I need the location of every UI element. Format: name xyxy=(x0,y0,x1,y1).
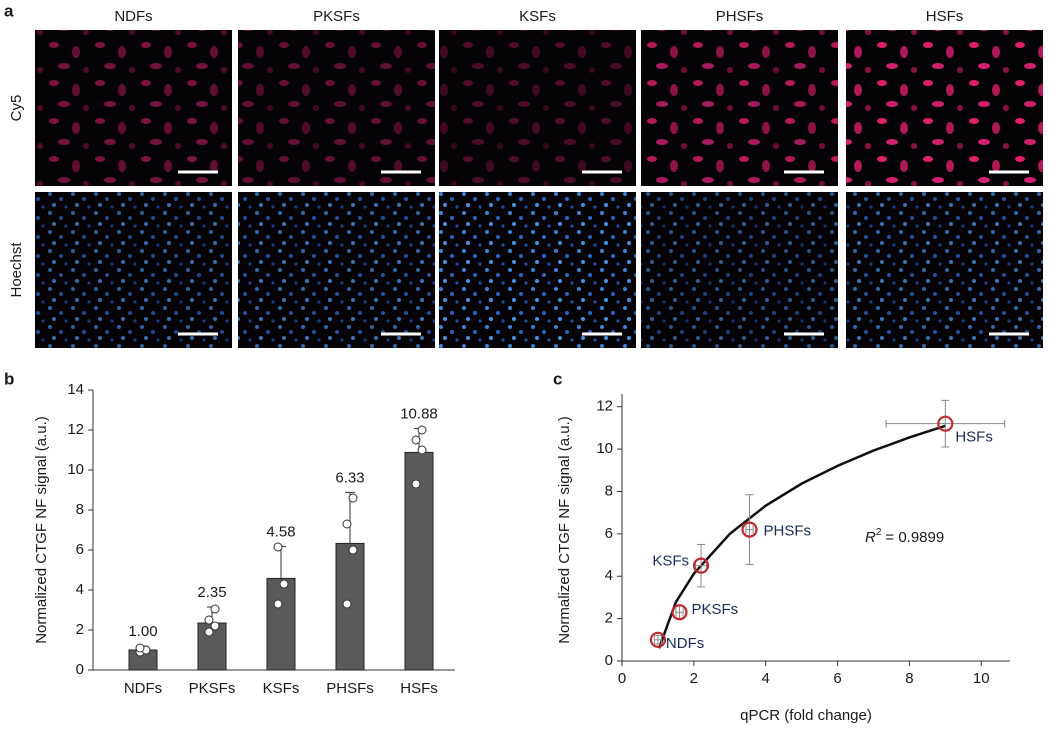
value-label: 6.33 xyxy=(335,469,364,486)
micrograph-texture xyxy=(846,192,1043,348)
x-tick-label: 8 xyxy=(905,670,913,687)
y-tick-label: 8 xyxy=(605,482,613,499)
column-header: PKSFs xyxy=(313,8,360,25)
point-label: NDFs xyxy=(666,635,704,652)
x-tick-label: NDFs xyxy=(124,680,162,697)
value-label: 2.35 xyxy=(197,584,226,601)
x-tick-label: 6 xyxy=(833,670,841,687)
annotation-sup: 2 xyxy=(876,527,882,538)
x-tick-label: KSFs xyxy=(263,680,300,697)
y-tick-label: 12 xyxy=(67,421,84,438)
micrograph-texture xyxy=(846,30,1043,186)
data-point xyxy=(210,621,220,631)
y-tick-label: 2 xyxy=(76,621,84,638)
y-tick-label: 12 xyxy=(596,398,613,415)
point-label: KSFs xyxy=(652,553,689,570)
micrograph-texture xyxy=(238,192,435,348)
column-header: NDFs xyxy=(114,8,152,25)
annotation-r: R xyxy=(865,529,876,546)
annotation: R2 = 0.9899 xyxy=(865,527,944,546)
y-tick-label: 0 xyxy=(76,661,84,678)
micrograph-texture xyxy=(641,30,838,186)
bar xyxy=(404,451,434,671)
annotation-value: = 0.9899 xyxy=(885,529,944,546)
row-label: Cy5 xyxy=(8,95,25,122)
y-tick-label: 2 xyxy=(605,610,613,627)
y-axis-label: Normalized CTGF NF signal (a.u.) xyxy=(33,416,50,644)
y-tick-label: 14 xyxy=(67,381,84,398)
value-label: 10.88 xyxy=(400,405,438,422)
point-label: HSFs xyxy=(955,429,993,446)
x-tick-label: 4 xyxy=(762,670,770,687)
x-tick-label: 10 xyxy=(973,670,990,687)
y-tick-label: 10 xyxy=(596,440,613,457)
data-point xyxy=(692,557,710,574)
x-tick-label: PKSFs xyxy=(189,680,236,697)
y-tick-label: 10 xyxy=(67,461,84,478)
fit-curve xyxy=(657,424,946,649)
value-label: 1.00 xyxy=(128,623,157,640)
data-point xyxy=(273,542,283,552)
micrograph-texture xyxy=(238,30,435,186)
data-point xyxy=(937,415,954,432)
data-point xyxy=(411,479,421,489)
point-label: PHSFs xyxy=(764,523,812,540)
y-tick-label: 4 xyxy=(76,581,84,598)
data-point xyxy=(417,425,427,435)
data-point xyxy=(741,521,758,538)
panel-label: b xyxy=(4,369,14,388)
x-tick-label: HSFs xyxy=(400,680,438,697)
y-tick-label: 0 xyxy=(605,652,613,669)
row-label: Hoechst xyxy=(8,242,25,298)
y-tick-label: 6 xyxy=(605,525,613,542)
panel-label: c xyxy=(553,369,562,388)
data-point xyxy=(342,599,352,609)
micrograph-texture xyxy=(439,192,636,348)
data-point xyxy=(279,579,289,589)
y-tick-label: 8 xyxy=(76,501,84,518)
micrograph-texture xyxy=(641,192,838,348)
bar xyxy=(266,577,296,671)
data-point xyxy=(273,599,283,609)
micrograph-texture xyxy=(35,30,232,186)
data-point xyxy=(411,435,421,445)
micrograph-texture xyxy=(35,192,232,348)
x-tick-label: 0 xyxy=(618,670,626,687)
y-tick-label: 6 xyxy=(76,541,84,558)
y-axis-label: Normalized CTGF NF signal (a.u.) xyxy=(556,416,573,644)
y-tick-label: 4 xyxy=(605,567,613,584)
data-point xyxy=(348,545,358,555)
data-point xyxy=(649,631,667,648)
data-point xyxy=(342,519,352,529)
value-label: 4.58 xyxy=(266,523,295,540)
data-point xyxy=(204,615,214,625)
panel-label: a xyxy=(4,1,14,20)
data-point xyxy=(348,493,358,503)
column-header: HSFs xyxy=(926,8,964,25)
column-header: PHSFs xyxy=(716,8,764,25)
data-point xyxy=(210,604,220,614)
x-tick-label: PHSFs xyxy=(326,680,374,697)
data-point xyxy=(135,643,145,653)
data-point xyxy=(671,604,688,621)
micrograph-texture xyxy=(439,30,636,186)
data-point xyxy=(417,445,427,455)
data-point xyxy=(204,627,214,637)
column-header: KSFs xyxy=(519,8,556,25)
point-label: PKSFs xyxy=(691,601,738,618)
x-axis-label: qPCR (fold change) xyxy=(740,707,872,724)
x-tick-label: 2 xyxy=(690,670,698,687)
